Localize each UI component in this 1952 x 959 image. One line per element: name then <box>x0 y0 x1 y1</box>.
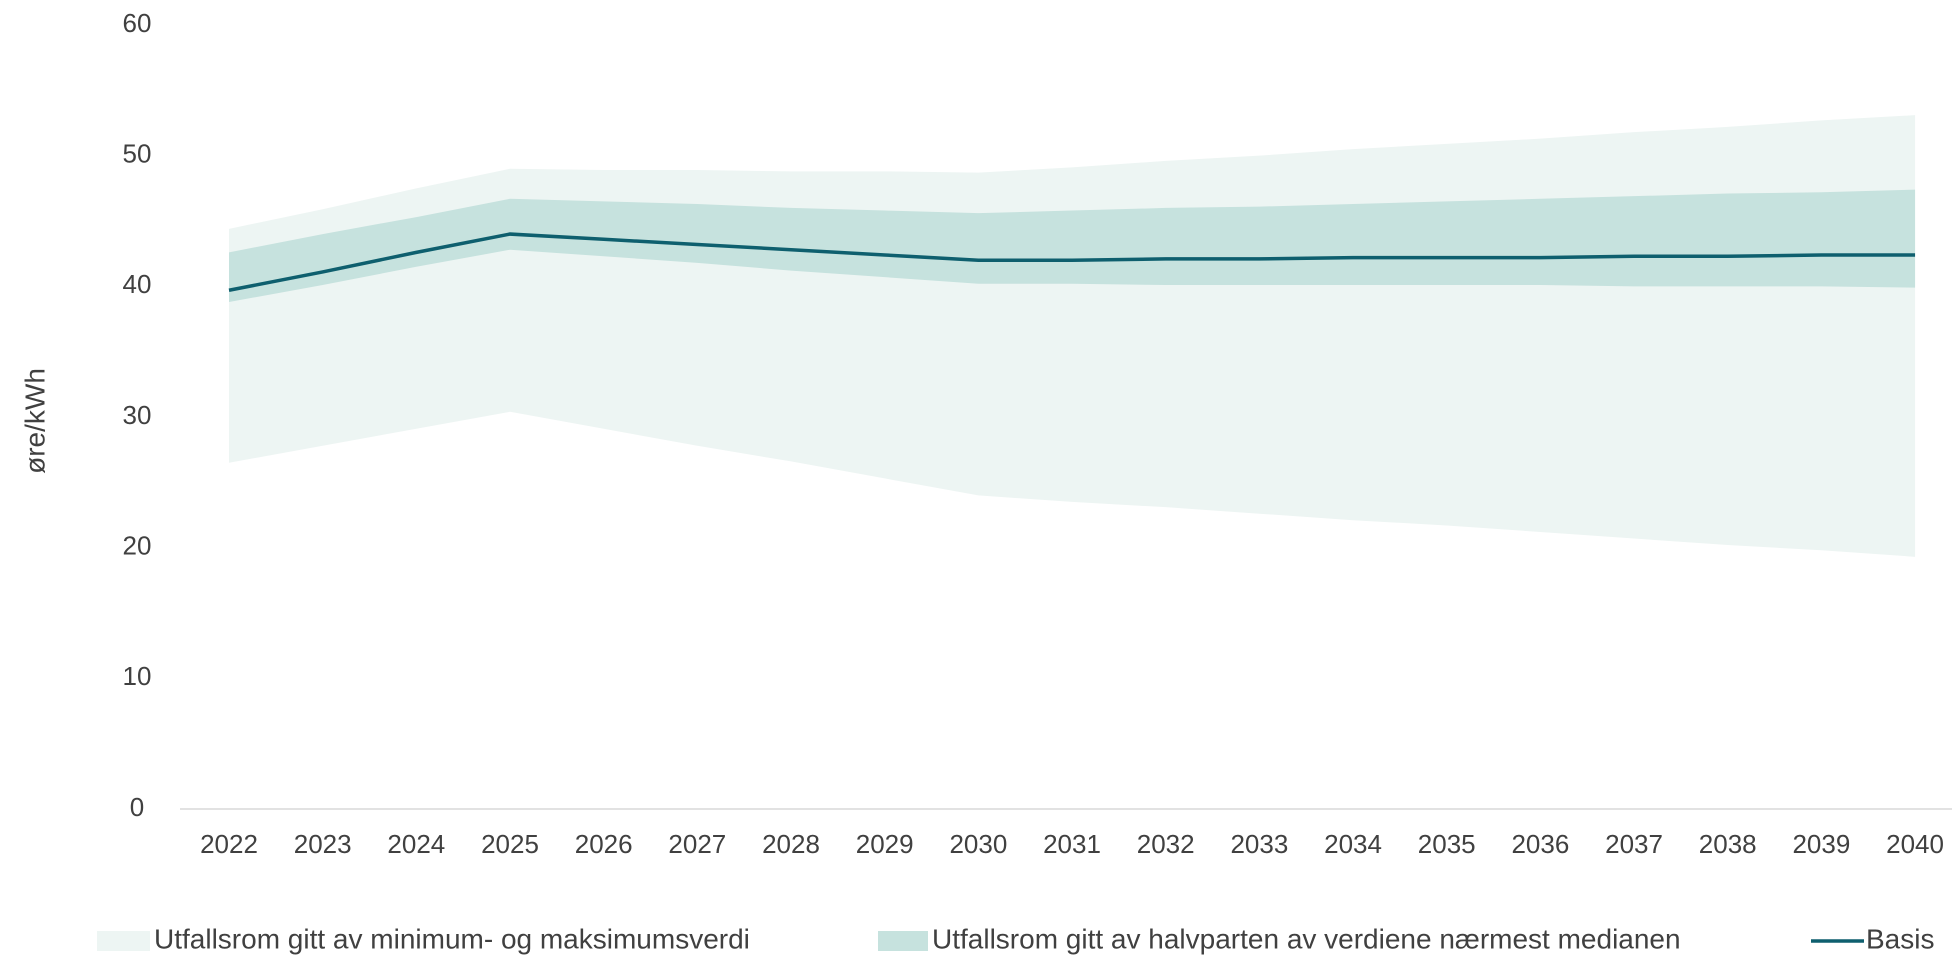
y-tick-label: 40 <box>123 269 152 299</box>
x-tick-label: 2027 <box>668 829 726 859</box>
y-tick-label: 50 <box>123 139 152 169</box>
x-tick-label: 2039 <box>1792 829 1850 859</box>
band <box>229 115 1916 557</box>
y-axis-label: øre/kWh <box>19 368 50 474</box>
x-tick-label: 2032 <box>1137 829 1195 859</box>
y-tick-label: 0 <box>130 792 144 822</box>
x-tick-label: 2034 <box>1324 829 1382 859</box>
y-tick-label: 20 <box>123 531 152 561</box>
y-tick-label: 10 <box>123 661 152 691</box>
legend-label: Basis <box>1866 923 1934 954</box>
x-tick-label: 2022 <box>200 829 258 859</box>
y-tick-label: 60 <box>123 8 152 38</box>
x-tick-label: 2028 <box>762 829 820 859</box>
band <box>229 189 1916 303</box>
x-tick-label: 2038 <box>1699 829 1757 859</box>
legend-swatch <box>878 931 928 951</box>
x-tick-label: 2040 <box>1886 829 1944 859</box>
x-tick-label: 2033 <box>1230 829 1288 859</box>
x-tick-label: 2035 <box>1418 829 1476 859</box>
legend-label: Utfallsrom gitt av halvparten av verdien… <box>932 923 1681 954</box>
x-tick-label: 2036 <box>1511 829 1569 859</box>
x-tick-label: 2024 <box>387 829 445 859</box>
x-tick-label: 2029 <box>856 829 914 859</box>
legend-swatch <box>97 931 150 951</box>
x-tick-label: 2026 <box>575 829 633 859</box>
x-tick-label: 2031 <box>1043 829 1101 859</box>
legend-label: Utfallsrom gitt av minimum- og maksimums… <box>154 923 750 954</box>
x-tick-label: 2023 <box>294 829 352 859</box>
x-tick-label: 2037 <box>1605 829 1663 859</box>
x-tick-label: 2025 <box>481 829 539 859</box>
x-tick-label: 2030 <box>949 829 1007 859</box>
line <box>228 232 1916 292</box>
y-tick-label: 30 <box>123 400 152 430</box>
